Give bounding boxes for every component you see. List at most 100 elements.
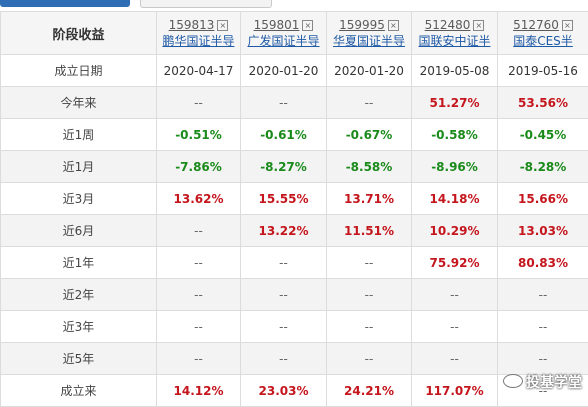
row-label: 近1年 [1,247,157,279]
fund-name-link[interactable]: 国泰CES半 [513,34,573,48]
return-cell: -- [327,87,412,119]
return-cell: -0.61% [241,119,327,151]
return-cell: -- [498,279,588,311]
fund-header-159995: 159995× 华夏国证半导 [327,12,412,55]
remove-fund-icon[interactable]: × [217,20,228,31]
tab-stage-returns[interactable] [0,0,130,7]
fund-header-159801: 159801× 广发国证半导 [241,12,327,55]
return-cell: 2019-05-08 [412,55,498,87]
return-cell: -- [498,311,588,343]
return-cell: 13.62% [157,183,241,215]
remove-fund-icon[interactable]: × [302,20,313,31]
row-label: 近1月 [1,151,157,183]
row-label: 近6月 [1,215,157,247]
return-cell: 15.55% [241,183,327,215]
table-row: 近1周-0.51%-0.61%-0.67%-0.58%-0.45% [1,119,588,151]
return-cell: -8.28% [498,151,588,183]
return-cell: -- [412,311,498,343]
return-cell: 53.56% [498,87,588,119]
fund-header-512480: 512480× 国联安中证半 [412,12,498,55]
return-cell: 10.29% [412,215,498,247]
fund-code-link[interactable]: 159995 [339,18,385,32]
return-cell: 13.03% [498,215,588,247]
table-row: 近5年---------- [1,343,588,375]
return-cell: -- [241,247,327,279]
return-cell: 2019-05-16 [498,55,588,87]
table-row: 今年来------51.27%53.56% [1,87,588,119]
fund-name-link[interactable]: 鹏华国证半导 [162,34,234,48]
return-cell: -0.45% [498,119,588,151]
row-label: 今年来 [1,87,157,119]
row-label: 近5年 [1,343,157,375]
return-cell: -- [327,311,412,343]
wechat-icon [503,374,523,388]
return-cell: -0.51% [157,119,241,151]
fund-name-link[interactable]: 国联安中证半 [418,34,490,48]
remove-fund-icon[interactable]: × [473,20,484,31]
table-row: 近6月--13.22%11.51%10.29%13.03% [1,215,588,247]
fund-code-link[interactable]: 512760 [513,18,559,32]
return-cell: -- [498,343,588,375]
return-cell: -- [241,343,327,375]
return-cell: 13.22% [241,215,327,247]
return-cell: 80.83% [498,247,588,279]
row-label: 近3月 [1,183,157,215]
fund-name-link[interactable]: 广发国证半导 [247,34,319,48]
return-cell: -- [157,247,241,279]
watermark-text: 投基学堂 [526,375,582,391]
return-cell: -0.58% [412,119,498,151]
fund-code-link[interactable]: 512480 [425,18,471,32]
table-row: 近1年------75.92%80.83% [1,247,588,279]
return-cell: 51.27% [412,87,498,119]
return-cell: -- [157,215,241,247]
return-cell: -- [241,279,327,311]
return-cell: -- [157,87,241,119]
return-cell: 15.66% [498,183,588,215]
return-cell: -- [327,343,412,375]
return-cell: -- [157,279,241,311]
return-cell: 2020-01-20 [327,55,412,87]
fund-header-159813: 159813× 鹏华国证半导 [157,12,241,55]
return-cell: -- [412,279,498,311]
fund-code-link[interactable]: 159801 [254,18,300,32]
table-row: 近1月-7.86%-8.27%-8.58%-8.96%-8.28% [1,151,588,183]
return-cell: 2020-01-20 [241,55,327,87]
fund-header-512760: 512760× 国泰CES半 [498,12,588,55]
return-cell: -8.58% [327,151,412,183]
return-cell: 14.18% [412,183,498,215]
return-cell: -- [241,87,327,119]
return-cell: -8.27% [241,151,327,183]
table-row: 近2年---------- [1,279,588,311]
fund-name-link[interactable]: 华夏国证半导 [333,34,405,48]
row-label: 近2年 [1,279,157,311]
return-cell: -- [412,343,498,375]
return-cell: -7.86% [157,151,241,183]
remove-fund-icon[interactable]: × [562,20,573,31]
fund-code-link[interactable]: 159813 [169,18,215,32]
return-cell: -8.96% [412,151,498,183]
tab-other[interactable] [140,0,272,8]
return-cell: 11.51% [327,215,412,247]
return-cell: 13.71% [327,183,412,215]
remove-fund-icon[interactable]: × [388,20,399,31]
return-cell: -0.67% [327,119,412,151]
return-cell: -- [327,247,412,279]
row-label: 成立日期 [1,55,157,87]
header-first-cell: 阶段收益 [1,12,157,55]
return-cell: -- [241,311,327,343]
return-cell: 75.92% [412,247,498,279]
row-label: 近3年 [1,311,157,343]
tab-bar [0,0,588,11]
table-row: 近3年---------- [1,311,588,343]
return-cell: -- [327,279,412,311]
return-cell: -- [157,343,241,375]
row-label: 近1周 [1,119,157,151]
watermark: 投基学堂 [503,372,582,392]
return-cell: -- [157,311,241,343]
return-cell: 2020-04-17 [157,55,241,87]
